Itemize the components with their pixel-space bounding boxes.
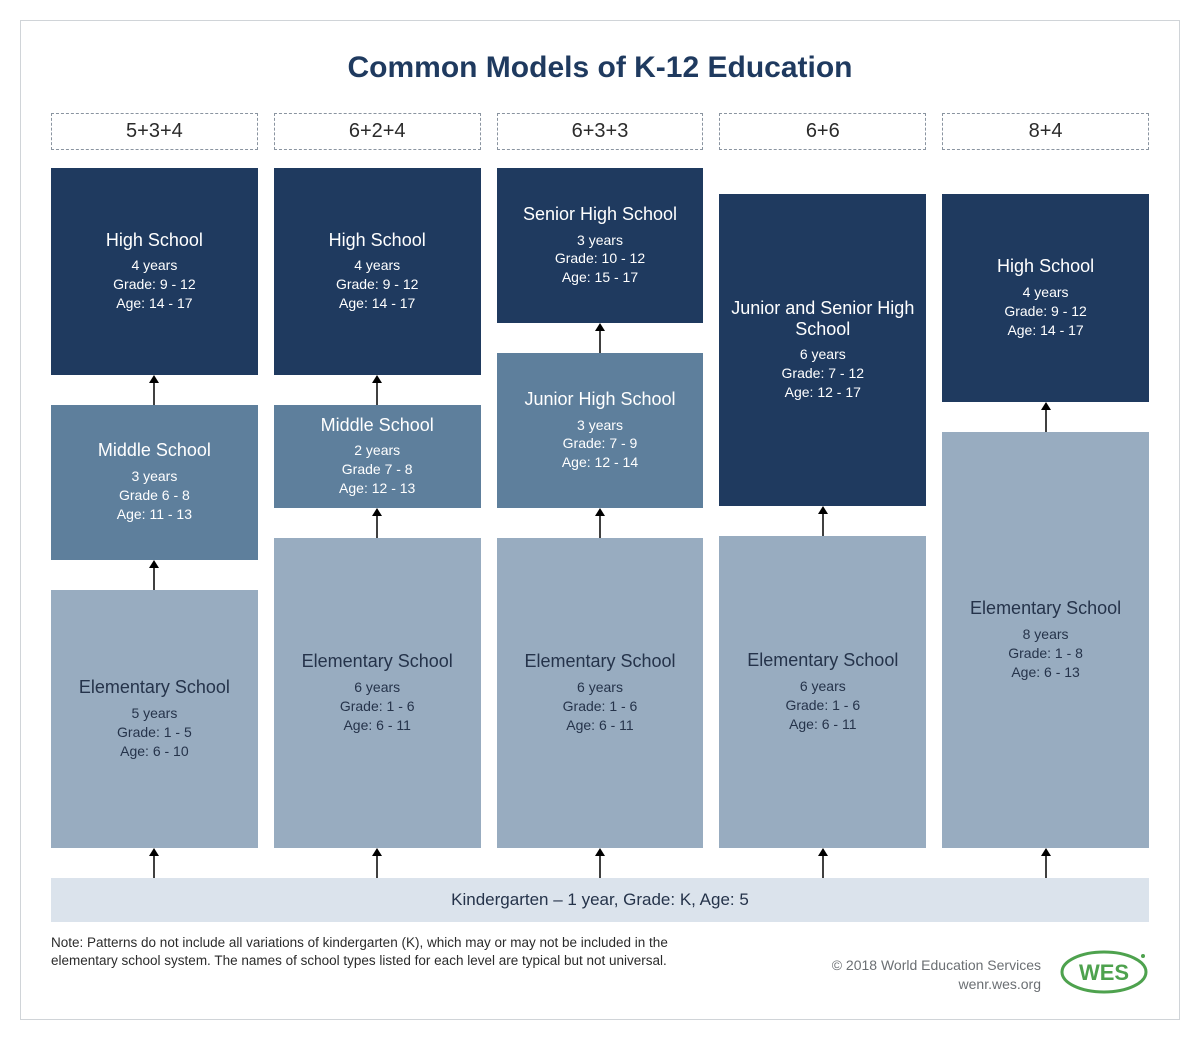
arrow-up-icon — [51, 375, 258, 405]
kindergarten-arrows — [51, 848, 1149, 878]
model-header: 6+6 — [719, 113, 926, 150]
kindergarten-row: Kindergarten – 1 year, Grade: K, Age: 5 — [51, 848, 1149, 922]
school-block: Elementary School 5 yearsGrade: 1 - 5Age:… — [51, 590, 258, 848]
kindergarten-bar: Kindergarten – 1 year, Grade: K, Age: 5 — [51, 878, 1149, 922]
model-stack: High School 4 yearsGrade: 9 - 12Age: 14 -… — [274, 168, 481, 848]
svg-text:WES: WES — [1079, 960, 1129, 985]
model-stack: Senior High School 3 yearsGrade: 10 - 12A… — [497, 168, 704, 848]
school-block: High School 4 yearsGrade: 9 - 12Age: 14 -… — [274, 168, 481, 375]
block-title: Junior and Senior High School — [725, 298, 920, 339]
block-details: 6 yearsGrade: 7 - 12Age: 12 - 17 — [725, 345, 920, 402]
model-columns: 5+3+4 High School 4 yearsGrade: 9 - 12Age:… — [51, 113, 1149, 848]
school-block: Middle School 2 yearsGrade 7 - 8Age: 12 -… — [274, 405, 481, 508]
arrow-up-icon — [51, 560, 258, 590]
school-block: Elementary School 8 yearsGrade: 1 - 8Age:… — [942, 432, 1149, 848]
page-title: Common Models of K-12 Education — [51, 51, 1149, 85]
model-header: 6+3+3 — [497, 113, 704, 150]
footnote: Note: Patterns do not include all variat… — [51, 934, 671, 970]
block-details: 4 yearsGrade: 9 - 12Age: 14 - 17 — [280, 256, 475, 313]
block-title: Middle School — [280, 415, 475, 436]
school-block: Junior and Senior High School 6 yearsGrad… — [719, 194, 926, 506]
block-title: High School — [280, 230, 475, 251]
arrow-up-icon — [719, 506, 926, 536]
arrow-up-icon — [274, 508, 481, 538]
school-block: Senior High School 3 yearsGrade: 10 - 12A… — [497, 168, 704, 323]
school-block: Middle School 3 yearsGrade 6 - 8Age: 11 -… — [51, 405, 258, 560]
block-title: Elementary School — [280, 651, 475, 672]
block-details: 6 yearsGrade: 1 - 6Age: 6 - 11 — [725, 677, 920, 734]
block-details: 2 yearsGrade 7 - 8Age: 12 - 13 — [280, 441, 475, 498]
block-title: Elementary School — [948, 598, 1143, 619]
model-column: 5+3+4 High School 4 yearsGrade: 9 - 12Age:… — [51, 113, 258, 848]
arrow-up-icon — [274, 375, 481, 405]
copyright-text: © 2018 World Education Services — [832, 956, 1041, 974]
block-details: 6 yearsGrade: 1 - 6Age: 6 - 11 — [280, 678, 475, 735]
school-block: High School 4 yearsGrade: 9 - 12Age: 14 -… — [51, 168, 258, 375]
arrow-up-icon — [497, 848, 704, 878]
block-details: 3 yearsGrade 6 - 8Age: 11 - 13 — [57, 467, 252, 524]
model-header: 6+2+4 — [274, 113, 481, 150]
model-column: 6+2+4 High School 4 yearsGrade: 9 - 12Age:… — [274, 113, 481, 848]
arrow-up-icon — [942, 402, 1149, 432]
model-header: 5+3+4 — [51, 113, 258, 150]
block-title: Senior High School — [503, 204, 698, 225]
school-block: Elementary School 6 yearsGrade: 1 - 6Age:… — [719, 536, 926, 848]
block-title: Elementary School — [725, 650, 920, 671]
block-title: Middle School — [57, 440, 252, 461]
footer-text: © 2018 World Education Services wenr.wes… — [832, 956, 1041, 992]
block-details: 3 yearsGrade: 10 - 12Age: 15 - 17 — [503, 231, 698, 288]
model-column: 6+6 Junior and Senior High School 6 yearsG… — [719, 113, 926, 848]
model-stack: High School 4 yearsGrade: 9 - 12Age: 14 -… — [51, 168, 258, 848]
model-stack: High School 4 yearsGrade: 9 - 12Age: 14 -… — [942, 168, 1149, 848]
arrow-up-icon — [51, 848, 258, 878]
arrow-up-icon — [497, 323, 704, 353]
diagram-container: Common Models of K-12 Education 5+3+4 Hig… — [20, 20, 1180, 1020]
block-details: 3 yearsGrade: 7 - 9Age: 12 - 14 — [503, 416, 698, 473]
model-header: 8+4 — [942, 113, 1149, 150]
arrow-up-icon — [274, 848, 481, 878]
arrow-up-icon — [719, 848, 926, 878]
block-details: 4 yearsGrade: 9 - 12Age: 14 - 17 — [948, 283, 1143, 340]
arrow-up-icon — [497, 508, 704, 538]
model-stack: Junior and Senior High School 6 yearsGrad… — [719, 168, 926, 848]
model-column: 8+4 High School 4 yearsGrade: 9 - 12Age: 1… — [942, 113, 1149, 848]
footer: © 2018 World Education Services wenr.wes… — [832, 948, 1149, 1001]
school-block: Junior High School 3 yearsGrade: 7 - 9Age… — [497, 353, 704, 508]
block-title: Elementary School — [57, 677, 252, 698]
block-details: 8 yearsGrade: 1 - 8Age: 6 - 13 — [948, 625, 1143, 682]
site-text: wenr.wes.org — [832, 975, 1041, 993]
arrow-up-icon — [942, 848, 1149, 878]
model-column: 6+3+3 Senior High School 3 yearsGrade: 10 … — [497, 113, 704, 848]
school-block: High School 4 yearsGrade: 9 - 12Age: 14 -… — [942, 194, 1149, 402]
block-title: Junior High School — [503, 389, 698, 410]
school-block: Elementary School 6 yearsGrade: 1 - 6Age:… — [274, 538, 481, 848]
wes-logo: WES — [1059, 948, 1149, 1001]
block-details: 6 yearsGrade: 1 - 6Age: 6 - 11 — [503, 678, 698, 735]
block-title: High School — [948, 256, 1143, 277]
block-details: 4 yearsGrade: 9 - 12Age: 14 - 17 — [57, 256, 252, 313]
block-title: Elementary School — [503, 651, 698, 672]
block-details: 5 yearsGrade: 1 - 5Age: 6 - 10 — [57, 704, 252, 761]
block-title: High School — [57, 230, 252, 251]
school-block: Elementary School 6 yearsGrade: 1 - 6Age:… — [497, 538, 704, 848]
